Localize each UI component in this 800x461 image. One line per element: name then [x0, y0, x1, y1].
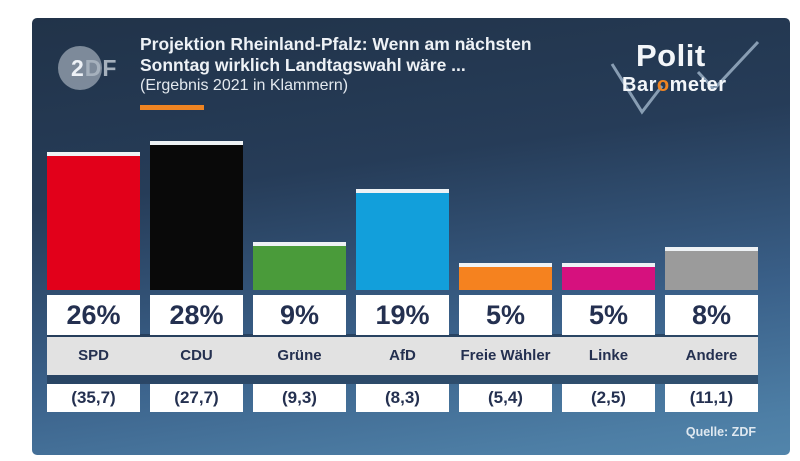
politbarometer-slide: 2DF Projektion Rheinland-Pfalz: Wenn am … — [32, 18, 790, 455]
value-label-cdu: 28% — [150, 295, 243, 335]
previous-result-andere: (11,1) — [665, 384, 758, 412]
chart-column-freie-waehler: 5% Freie Wähler (5,4) — [459, 18, 552, 455]
bar-cdu — [150, 141, 243, 290]
chart-title-block: Projektion Rheinland-Pfalz: Wenn am näch… — [140, 34, 560, 110]
politbarometer-logo: Polit Barometer — [604, 32, 772, 118]
bar-freie-waehler — [459, 263, 552, 290]
zdf-logo-text: 2DF — [71, 55, 118, 81]
bar-cap — [253, 242, 346, 246]
band-top-shadow — [47, 334, 758, 337]
value-label-spd: 26% — [47, 295, 140, 335]
party-name-andere: Andere — [685, 347, 738, 364]
party-name-spd: SPD — [78, 347, 109, 364]
party-name-linke: Linke — [588, 347, 629, 364]
previous-result-spd: (35,7) — [47, 384, 140, 412]
chart-column-spd: 26% SPD (35,7) — [47, 18, 140, 455]
party-name-cdu: CDU — [180, 347, 213, 364]
previous-result-freie-waehler: (5,4) — [459, 384, 552, 412]
value-label-linke: 5% — [562, 295, 655, 335]
band-bottom-shadow — [47, 375, 758, 384]
bar-cap — [562, 263, 655, 267]
party-name-gruene: Grüne — [277, 347, 322, 364]
orange-rule — [140, 105, 204, 110]
value-label-freie-waehler: 5% — [459, 295, 552, 335]
orange-o: o — [656, 74, 670, 96]
bar-linke — [562, 263, 655, 290]
party-name-freie-waehler: Freie Wähler — [460, 347, 551, 364]
previous-result-linke: (2,5) — [562, 384, 655, 412]
checkmark-icon — [610, 40, 760, 115]
previous-result-gruene: (9,3) — [253, 384, 346, 412]
zdf-logo-circle — [58, 46, 102, 90]
chart-column-afd: 19% AfD (8,3) — [356, 18, 449, 455]
bar-cap — [356, 189, 449, 193]
value-label-gruene: 9% — [253, 295, 346, 335]
value-label-afd: 19% — [356, 295, 449, 335]
party-name-afd: AfD — [389, 347, 416, 364]
previous-result-cdu: (27,7) — [150, 384, 243, 412]
title-line-1: Projektion Rheinland-Pfalz: Wenn am näch… — [140, 34, 532, 54]
chart-column-cdu: 28% CDU (27,7) — [150, 18, 243, 455]
source-credit: Quelle: ZDF — [685, 425, 756, 439]
bar-chart: 26% SPD (35,7) 28% CDU (27,7) 9% Grüne (… — [32, 18, 790, 455]
politbarometer-word-polit: Polit — [636, 38, 706, 73]
value-label-andere: 8% — [665, 295, 758, 335]
bar-cap — [665, 247, 758, 251]
politbarometer-word-barometer: Barometer — [622, 74, 727, 96]
bar-cap — [47, 152, 140, 156]
previous-result-afd: (8,3) — [356, 384, 449, 412]
party-name-band — [47, 337, 758, 375]
bar-andere — [665, 247, 758, 290]
title-line-2: Sonntag wirklich Landtagswahl wäre ... — [140, 55, 466, 75]
bar-afd — [356, 189, 449, 290]
bar-gruene — [253, 242, 346, 290]
bar-cap — [459, 263, 552, 267]
bar-cap — [150, 141, 243, 145]
chart-column-gruene: 9% Grüne (9,3) — [253, 18, 346, 455]
subtitle: (Ergebnis 2021 in Klammern) — [140, 77, 349, 94]
bar-spd — [47, 152, 140, 290]
chart-column-andere: 8% Andere (11,1) — [665, 18, 758, 455]
chart-column-linke: 5% Linke (2,5) — [562, 18, 655, 455]
zdf-logo: 2DF — [58, 46, 144, 92]
